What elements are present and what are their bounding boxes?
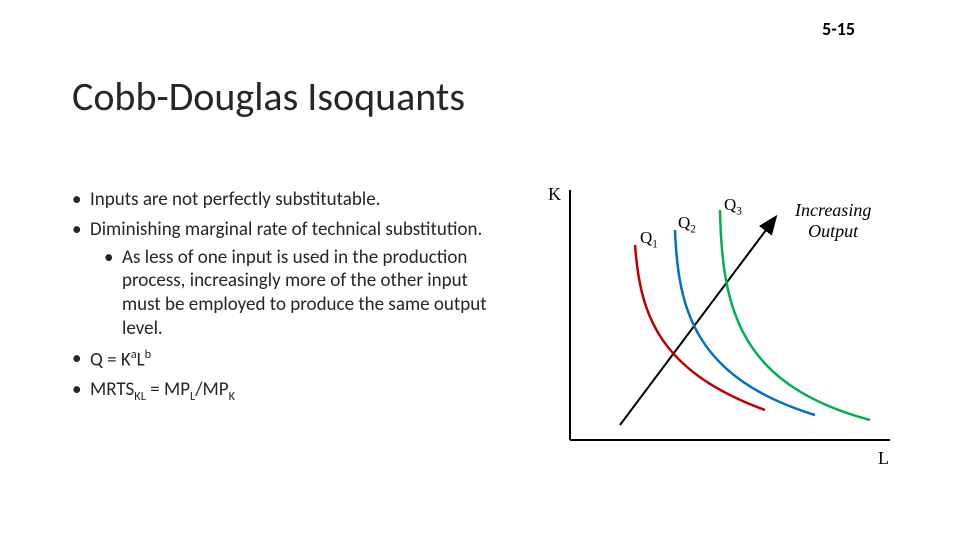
formula-part: = MP [146,378,190,401]
page-number: 5-15 [822,18,855,40]
curve-label-q3: Q3 [724,195,742,217]
bullet-item: Q = KaLb [72,347,492,372]
output-label-line2: Output [808,221,858,241]
bullet-list: Inputs are not perfectly substitutable. … [72,188,492,410]
formula-part: Q = K [90,348,131,371]
bullet-item: Diminishing marginal rate of technical s… [72,218,492,341]
superscript: b [145,347,152,362]
curve-label-q1: Q1 [640,228,658,250]
formula-part: L [137,348,145,371]
slide: 5-15 Cobb-Douglas Isoquants Inputs are n… [0,0,960,540]
y-axis-label: K [548,184,561,205]
sub-bullet-item: As less of one input is used in the prod… [104,246,492,341]
x-axis-label: L [878,448,889,469]
curve-label-q2: Q2 [678,213,696,235]
isoquant-chart: K L Q1 Q2 Q3 Increasing Output [550,180,910,480]
formula-part: MRTS [90,378,134,401]
bullet-item: MRTSKL = MPL/MPK [72,378,492,404]
bullet-item: Inputs are not perfectly substitutable. [72,188,492,212]
bullet-text: Diminishing marginal rate of technical s… [90,218,482,241]
subscript: KL [134,388,146,403]
increasing-output-label: Increasing Output [795,200,871,241]
slide-title: Cobb-Douglas Isoquants [72,72,465,121]
subscript: K [229,388,235,403]
formula-part: /MP [195,378,228,401]
output-label-line1: Increasing [795,200,871,220]
